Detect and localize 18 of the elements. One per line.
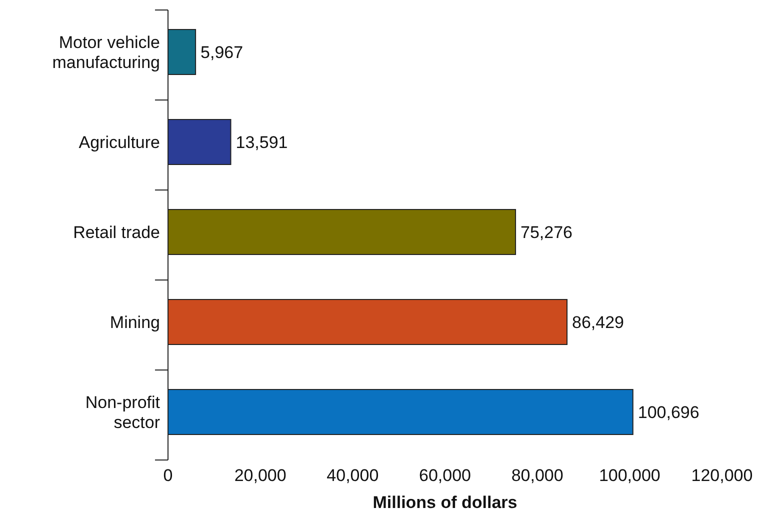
x-tick-label: 80,000	[511, 466, 564, 485]
data-label: 13,591	[236, 132, 288, 152]
x-tick-label: 0	[163, 466, 173, 485]
data-label: 75,276	[520, 222, 573, 242]
data-label: 86,429	[572, 312, 624, 332]
x-tick-label: 60,000	[419, 466, 471, 485]
data-label: 5,967	[200, 42, 244, 62]
x-tick-label: 120,000	[691, 466, 753, 485]
y-tick-label: Mining	[110, 312, 160, 332]
x-tick-label: 40,000	[326, 466, 379, 485]
y-tick-label: Motor vehicle manufacturing	[52, 32, 160, 72]
y-tick-label: Agriculture	[78, 132, 160, 152]
x-tick-label: 20,000	[234, 466, 286, 485]
data-label: 100,696	[638, 402, 700, 422]
x-axis-title: Millions of dollars	[372, 493, 518, 512]
y-tick-label: Non-profit sector	[85, 392, 160, 432]
x-tick-label: 100,000	[598, 466, 660, 485]
y-tick-label: Retail trade	[73, 222, 160, 242]
